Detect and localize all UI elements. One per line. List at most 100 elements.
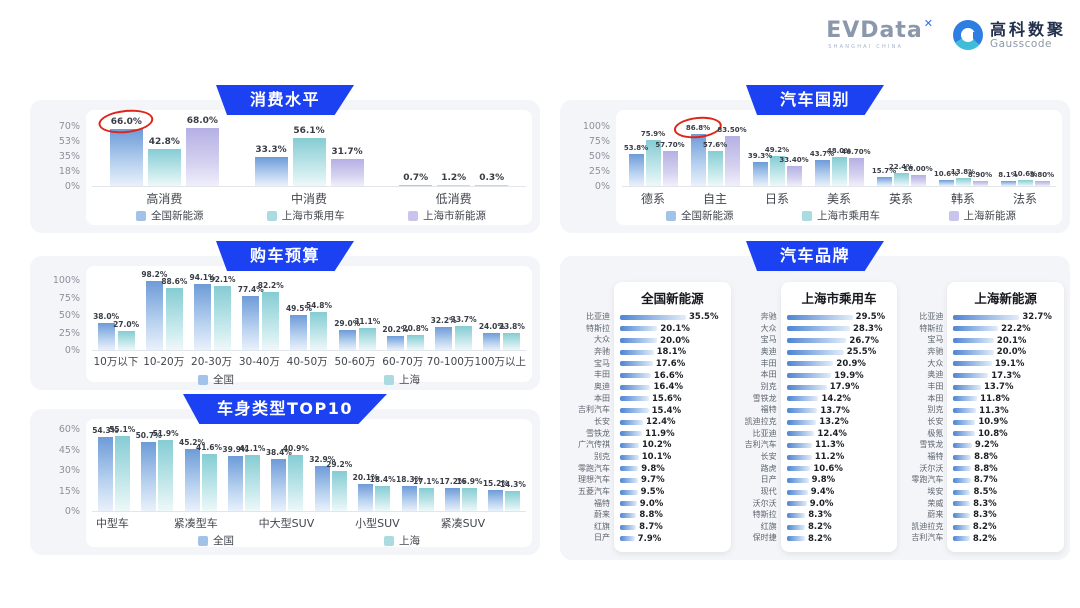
bar: 10.6% xyxy=(934,170,958,186)
bar-fill xyxy=(314,466,330,511)
bar-group: 49.5% 54.8% xyxy=(285,280,333,350)
legend-item[interactable]: 全国新能源 xyxy=(666,208,734,223)
brand-name-label: 日产 xyxy=(760,475,777,485)
bar-value-label: 20.2% xyxy=(382,324,409,334)
bar-fill xyxy=(475,185,509,186)
y-axis-tick-label: 60% xyxy=(58,424,80,435)
brand-bar-row: 9.2% xyxy=(953,440,1058,451)
bar-fill xyxy=(418,487,434,511)
legend-item[interactable]: 上海市新能源 xyxy=(408,208,486,223)
brand-name-label: 大众 xyxy=(927,358,944,368)
bar-value-label: 18.3% xyxy=(396,475,423,484)
y-axis-tick-label: 50% xyxy=(58,310,80,321)
brand-bar-fill xyxy=(953,396,978,402)
legend-marker-icon xyxy=(266,210,277,221)
bar-value-label: 0.7% xyxy=(403,173,429,184)
bar-fill xyxy=(358,328,376,350)
legend-item[interactable]: 上海市乘用车 xyxy=(266,208,345,223)
bar-fill xyxy=(910,175,926,186)
bar: 22.4% xyxy=(889,163,913,186)
brand-bar-row: 25.5% xyxy=(786,347,892,358)
brand-value-label: 16.6% xyxy=(653,370,684,381)
x-axis-category-label: 紧凑SUV xyxy=(440,517,486,530)
bar: 48.0% xyxy=(827,147,851,186)
brand-bar-fill xyxy=(953,442,972,448)
x-axis-category-label: 50-60万 xyxy=(334,356,376,368)
brand-value-label: 19.1% xyxy=(994,358,1025,369)
bar-group: 50.7% 51.9% xyxy=(135,429,179,511)
legend-label: 全国新能源 xyxy=(681,210,734,222)
bar-value-label: 68.0% xyxy=(186,115,218,126)
brand-bar-fill xyxy=(786,454,812,460)
bar-fill xyxy=(769,156,785,186)
legend-marker-icon xyxy=(408,210,418,221)
brand-name-label: 特斯拉 xyxy=(919,323,944,333)
brand-bar-fill xyxy=(786,314,853,320)
bar-value-label: 49.2% xyxy=(764,146,790,155)
brand-bar-fill xyxy=(620,466,639,472)
bar: 66.0% xyxy=(109,117,143,186)
brand-list-card: 上海市乘用车 29.5% 28.3% 26.7% 25.5% 20.9% 19.9% 17.9… xyxy=(780,282,898,552)
x-axis-category-label: 紧凑型车 xyxy=(173,517,218,530)
brand-bar-row: 11.3% xyxy=(953,405,1058,416)
bar-value-label: 41.1% xyxy=(239,443,266,453)
brand-bar-row: 11.9% xyxy=(620,429,725,440)
brand-value-label: 20.0% xyxy=(996,347,1027,358)
bar-value-label: 1.2% xyxy=(441,172,467,183)
brand-value-label: 17.3% xyxy=(991,370,1021,381)
bar-group: 43.7% 48.0% 46.70% xyxy=(808,126,871,186)
bar: 54.3% xyxy=(92,426,118,511)
brand-name-label: 雪铁龙 xyxy=(752,393,777,403)
x-axis-labels: 德系 自主 日系 美系 英系 韩系 法系 xyxy=(622,190,1056,207)
bar-group: 45.2% 41.6% xyxy=(179,429,222,511)
legend-item[interactable]: 全国新能源 xyxy=(136,208,204,223)
bar-fill xyxy=(254,157,288,186)
legend-item[interactable]: 上海市乘用车 xyxy=(802,208,880,223)
bar-fill xyxy=(645,140,661,186)
bar-fill xyxy=(437,184,471,186)
y-axis-tick-label: 0% xyxy=(64,345,80,356)
legend-item[interactable]: 全国 xyxy=(198,533,234,548)
brand-name-label: 极氪 xyxy=(927,428,944,438)
bar-value-label: 41.6% xyxy=(196,443,223,453)
brand-name-label: 别克 xyxy=(760,381,777,391)
brand-name-label: 荣威 xyxy=(927,498,944,508)
legend-item[interactable]: 全国 xyxy=(198,372,234,387)
bar-fill xyxy=(145,281,163,350)
legend-item[interactable]: 上海 xyxy=(384,533,420,548)
brand-bar-fill xyxy=(953,314,1020,320)
brand-bar-fill xyxy=(620,501,637,507)
brand-bar-fill xyxy=(620,477,639,483)
legend-marker-icon xyxy=(384,535,394,546)
legend-label: 全国 xyxy=(213,374,234,386)
bar-value-label: 18.4% xyxy=(369,474,396,484)
bar-value-label: 39.9% xyxy=(222,445,249,455)
brand-value-label: 35.5% xyxy=(689,312,719,323)
brand-value-label: 15.6% xyxy=(652,393,682,404)
bar-fill xyxy=(147,149,181,186)
legend-item[interactable]: 上海新能源 xyxy=(948,208,1016,223)
brand-bar-row: 22.2% xyxy=(953,324,1058,335)
legend-item[interactable]: 上海 xyxy=(384,372,420,387)
brand-value-label: 9.5% xyxy=(640,487,665,498)
brand-bar-fill xyxy=(786,408,818,413)
bar-fill xyxy=(752,162,768,186)
brand-value-label: 20.1% xyxy=(996,335,1027,346)
brand-bar-fill xyxy=(953,373,989,379)
bar-fill xyxy=(628,153,644,186)
brand-value-label: 8.8% xyxy=(639,510,663,521)
bar-fill xyxy=(483,333,501,350)
bar-fill xyxy=(848,157,864,186)
brand-value-label: 9.0% xyxy=(639,498,664,509)
brand-bar-fill xyxy=(953,524,970,530)
brand-list-column: 奔驰 大众 宝马 奥迪 丰田 本田 别克 雪铁龙 福特 凯迪拉克 比亚迪 吉利汽车 长安 路虎 日产 现代 沃尔… xyxy=(733,282,898,552)
bar-fill xyxy=(331,471,347,511)
bar: 8.80% xyxy=(1030,171,1054,186)
brand-bar-row: 8.8% xyxy=(620,510,725,521)
x-axis-category-label: 40-50万 xyxy=(286,356,328,368)
bar-value-label: 8.80% xyxy=(1029,170,1055,179)
x-axis-category-label: 韩系 xyxy=(950,192,975,206)
brand-name-label: 大众 xyxy=(594,335,610,345)
y-axis-tick-label: 25% xyxy=(588,166,610,177)
